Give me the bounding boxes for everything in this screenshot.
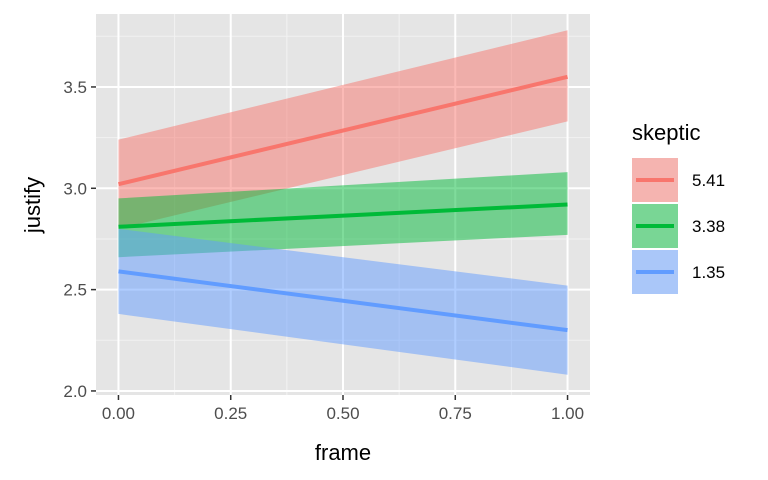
y-axis-title: justify [20,177,45,234]
legend: skeptic 5.41 3.38 1.35 [632,120,725,294]
y-tick-label: 3.0 [63,179,87,198]
x-tick-label: 0.75 [439,404,472,423]
x-axis-title: frame [315,440,371,465]
legend-label: 3.38 [692,217,725,236]
x-tick-label: 1.00 [551,404,584,423]
x-tick-label: 0.50 [326,404,359,423]
fit-lines [117,74,569,333]
legend-title: skeptic [632,120,700,145]
axes: 0.00 0.25 0.50 0.75 1.00 2.0 2.5 3.0 3.5 [63,78,584,423]
legend-label: 1.35 [692,263,725,282]
legend-label: 5.41 [692,171,725,190]
x-tick-label: 0.00 [102,404,135,423]
y-tick-label: 2.0 [63,382,87,401]
x-tick-label: 0.25 [214,404,247,423]
y-tick-label: 2.5 [63,281,87,300]
fit-line-1 [118,202,568,229]
y-tick-label: 3.5 [63,78,87,97]
fit-line-0 [117,74,569,187]
fit-line-2 [118,269,568,333]
